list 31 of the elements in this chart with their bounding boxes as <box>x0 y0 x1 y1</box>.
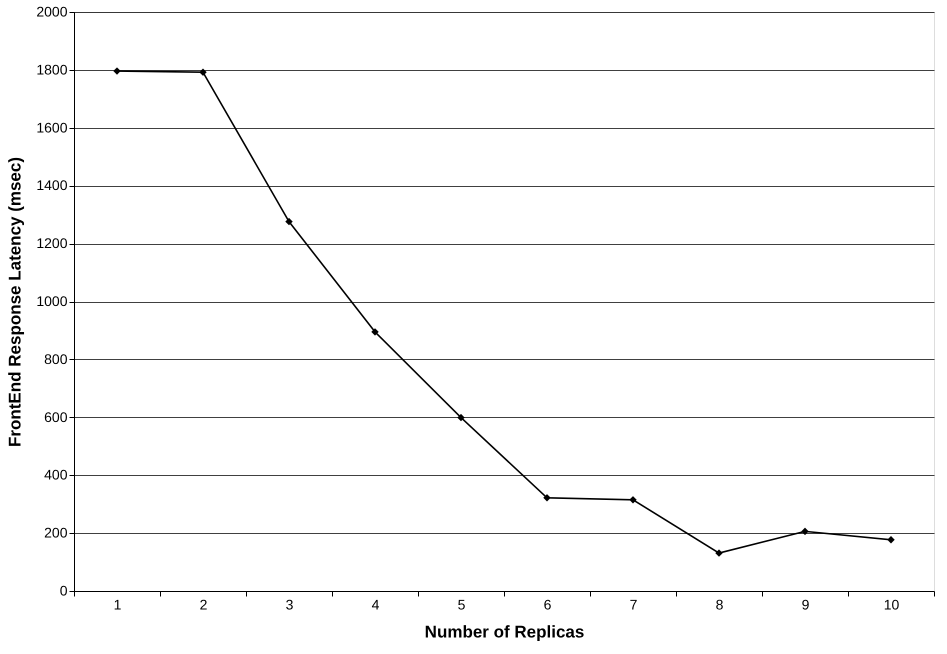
y-tick-label: 1600 <box>36 119 68 136</box>
point <box>113 67 121 75</box>
x-tick-label: 8 <box>716 596 724 612</box>
point <box>371 328 379 336</box>
y-tick-label: 200 <box>44 524 68 541</box>
y-tick-label: 1800 <box>36 61 68 78</box>
x-tick-label: 3 <box>286 596 294 612</box>
y-tick-label: 0 <box>60 582 68 598</box>
x-tick-label: 1 <box>114 596 122 612</box>
x-axis-title: Number of Replicas <box>424 622 584 642</box>
point <box>629 496 637 504</box>
x-tick-label: 9 <box>802 596 810 612</box>
point <box>457 414 465 422</box>
point <box>199 68 207 76</box>
x-tick-label: 6 <box>544 596 552 612</box>
y-axis-title: FrontEnd Response Latency (msec) <box>5 156 24 448</box>
point <box>801 528 809 536</box>
y-tick-label: 1000 <box>36 293 68 309</box>
x-tick-label: 4 <box>372 596 380 612</box>
x-tick-label: 7 <box>630 596 638 612</box>
x-tick-label: 2 <box>200 596 208 612</box>
point <box>715 549 723 557</box>
y-tick-label: 1400 <box>36 177 68 194</box>
x-tick-label: 5 <box>458 596 466 612</box>
y-tick-label: 400 <box>44 466 68 483</box>
y-tick-label: 1200 <box>36 235 68 252</box>
x-tick-label: 10 <box>884 596 900 612</box>
y-tick-label: 600 <box>44 408 68 425</box>
y-tick-label: 800 <box>44 350 68 367</box>
point <box>285 218 293 226</box>
y-tick-label: 2000 <box>36 4 68 20</box>
